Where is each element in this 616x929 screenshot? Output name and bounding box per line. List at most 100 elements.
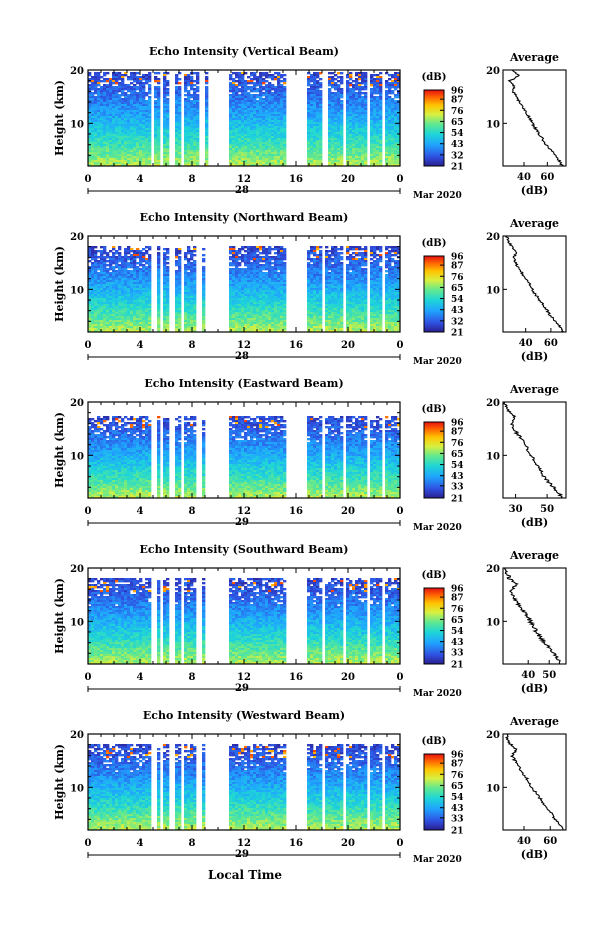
heatmap-cell (103, 294, 106, 296)
heatmap-cell (175, 158, 178, 160)
heatmap-cell (388, 102, 391, 104)
heatmap-cell (265, 132, 268, 134)
heatmap-cell (271, 76, 274, 78)
heatmap-cell (142, 108, 145, 110)
heatmap-cell (334, 120, 337, 122)
heatmap-cell (127, 304, 130, 306)
heatmap-cell (178, 256, 181, 258)
heatmap-cell (385, 106, 388, 108)
heatmap-cell (205, 132, 208, 134)
heatmap-cell (94, 126, 97, 128)
heatmap-cell (187, 258, 190, 260)
heatmap-cell (127, 108, 130, 110)
heatmap-cell (133, 318, 136, 320)
heatmap-cell (139, 144, 142, 146)
heatmap-cell (334, 102, 337, 104)
heatmap-cell (124, 108, 127, 110)
heatmap-cell (340, 94, 343, 96)
heatmap-cell (388, 158, 391, 160)
heatmap-cell (178, 262, 181, 264)
heatmap-cell (340, 82, 343, 84)
heatmap-cell (133, 90, 136, 92)
heatmap-cell (328, 140, 331, 142)
heatmap-cell (349, 158, 352, 160)
heatmap-cell (235, 158, 238, 160)
heatmap-cell (121, 272, 124, 274)
heatmap-cell (355, 130, 358, 132)
heatmap-cell (364, 76, 367, 78)
heatmap-cell (238, 162, 241, 164)
heatmap-cell (178, 310, 181, 312)
heatmap-cell (139, 264, 142, 266)
heatmap-cell (268, 130, 271, 132)
heatmap-cell (349, 122, 352, 124)
heatmap-cell (283, 136, 286, 138)
heatmap-cell (274, 94, 277, 96)
heatmap-cell (355, 132, 358, 134)
heatmap-cell (331, 100, 334, 102)
heatmap-cell (280, 96, 283, 98)
heatmap-cell (250, 162, 253, 164)
heatmap-cell (193, 108, 196, 110)
heatmap-cell (166, 316, 169, 318)
heatmap-cell (97, 116, 100, 118)
heatmap-cell (121, 106, 124, 108)
heatmap-cell (103, 290, 106, 292)
heatmap-cell (142, 94, 145, 96)
heatmap-cell (133, 304, 136, 306)
heatmap-cell (385, 154, 388, 156)
heatmap-cell (238, 304, 241, 306)
heatmap-cell (385, 136, 388, 138)
heatmap-cell (163, 150, 166, 152)
heatmap-cell (358, 76, 361, 78)
heatmap-cell (94, 272, 97, 274)
heatmap-cell (112, 148, 115, 150)
heatmap-cell (232, 82, 235, 84)
heatmap-cell (190, 300, 193, 302)
heatmap-cell (100, 128, 103, 130)
heatmap-cell (178, 152, 181, 154)
heatmap-cell (118, 288, 121, 290)
heatmap-cell (346, 122, 349, 124)
heatmap-cell (193, 146, 196, 148)
heatmap-cell (307, 78, 310, 80)
heatmap-cell (115, 162, 118, 164)
heatmap-cell (313, 126, 316, 128)
heatmap-cell (184, 278, 187, 280)
heatmap-cell (166, 280, 169, 282)
heatmap-cell (127, 152, 130, 154)
heatmap-cell (115, 316, 118, 318)
heatmap-cell (253, 130, 256, 132)
heatmap-cell (238, 250, 241, 252)
heatmap-cell (91, 152, 94, 154)
heatmap-cell (118, 308, 121, 310)
heatmap-cell (340, 140, 343, 142)
heatmap-cell (262, 94, 265, 96)
heatmap-cell (166, 140, 169, 142)
heatmap-cell (157, 142, 160, 144)
heatmap-cell (163, 256, 166, 258)
heatmap-cell (331, 86, 334, 88)
heatmap-cell (244, 158, 247, 160)
heatmap-cell (148, 146, 151, 148)
heatmap-cell (259, 100, 262, 102)
heatmap-cell (364, 118, 367, 120)
heatmap-cell (187, 100, 190, 102)
heatmap-cell (385, 110, 388, 112)
heatmap-cell (364, 138, 367, 140)
heatmap-cell (274, 114, 277, 116)
heatmap-cell (196, 98, 199, 100)
heatmap-cell (340, 110, 343, 112)
heatmap-cell (307, 98, 310, 100)
heatmap-cell (127, 302, 130, 304)
heatmap-cell (271, 100, 274, 102)
heatmap-cell (142, 146, 145, 148)
heatmap-cell (202, 282, 205, 284)
heatmap-cell (310, 88, 313, 90)
heatmap-cell (310, 140, 313, 142)
heatmap-cell (337, 110, 340, 112)
heatmap-cell (280, 94, 283, 96)
heatmap-cell (142, 310, 145, 312)
heatmap-cell (109, 124, 112, 126)
heatmap-cell (103, 258, 106, 260)
